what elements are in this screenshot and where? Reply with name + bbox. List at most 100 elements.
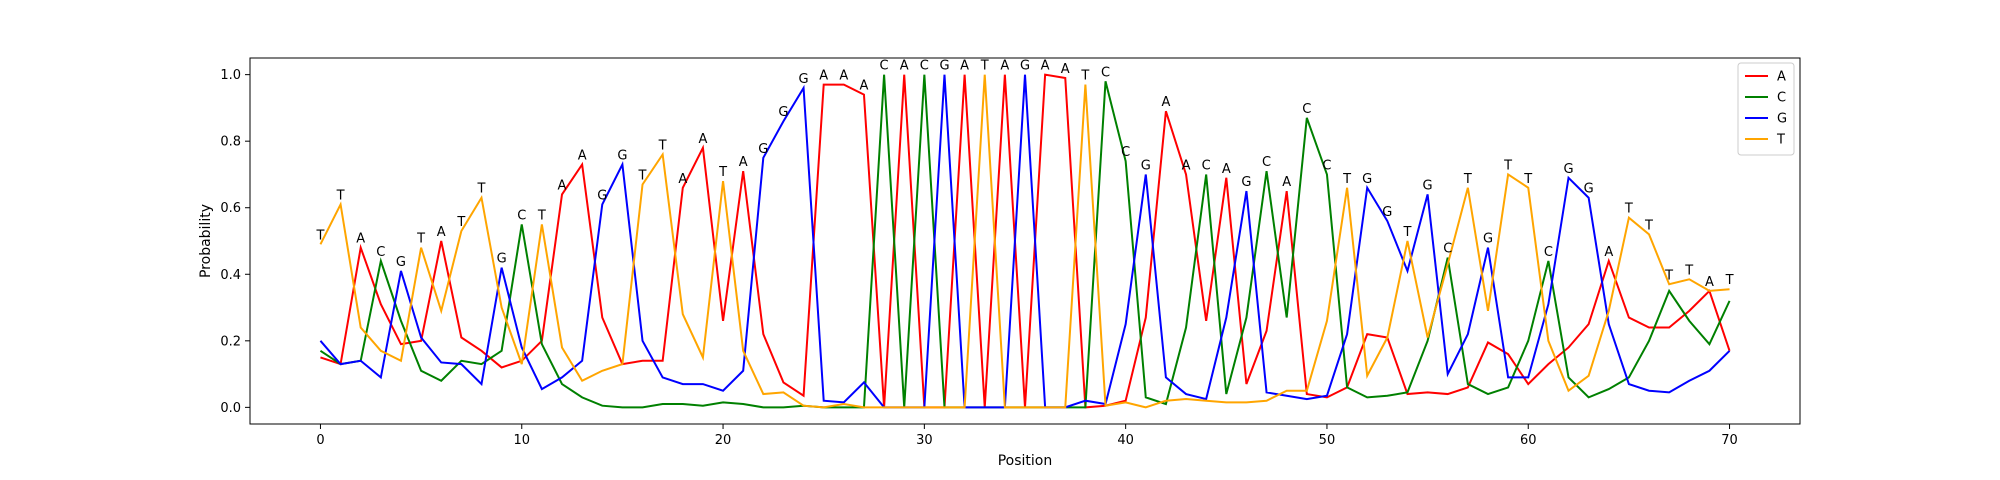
- base-label: A: [698, 132, 707, 147]
- base-label: A: [1705, 275, 1714, 290]
- legend-label-a: A: [1777, 70, 1786, 85]
- base-label: G: [396, 255, 406, 270]
- base-label: C: [376, 245, 385, 260]
- plot-area: [250, 58, 1800, 424]
- y-tick-label: 0.0: [220, 401, 241, 416]
- base-label: T: [315, 228, 324, 243]
- base-label: T: [980, 59, 989, 74]
- base-label: A: [819, 69, 828, 84]
- x-tick-label: 30: [916, 433, 933, 448]
- legend-label-c: C: [1777, 91, 1786, 106]
- base-label: G: [758, 142, 768, 157]
- y-tick-label: 0.2: [220, 334, 241, 349]
- base-label: A: [1604, 245, 1613, 260]
- base-label: G: [1241, 175, 1251, 190]
- base-label: T: [638, 168, 647, 183]
- base-label: A: [739, 155, 748, 170]
- base-label: T: [1523, 172, 1532, 187]
- series-layer: [319, 73, 1731, 409]
- base-label: T: [1503, 158, 1512, 173]
- base-label: T: [1463, 172, 1472, 187]
- y-tick-label: 1.0: [220, 68, 241, 83]
- base-label: A: [960, 59, 969, 74]
- base-label: A: [1061, 62, 1070, 77]
- base-label: C: [1121, 145, 1130, 160]
- y-axis: 0.0 0.2 0.4 0.6 0.8 1.0: [220, 68, 250, 416]
- base-label: T: [658, 138, 667, 153]
- legend-box: [1737, 62, 1795, 156]
- base-label: A: [1222, 162, 1231, 177]
- base-label: G: [939, 59, 949, 74]
- base-label: T: [456, 215, 465, 230]
- y-tick-label: 0.4: [220, 268, 241, 283]
- base-label: T: [1644, 218, 1653, 233]
- x-axis: 0 10 20 30 40 50 60 70: [316, 424, 1738, 448]
- base-label: G: [497, 252, 507, 267]
- base-label: A: [356, 232, 365, 247]
- base-label: G: [1483, 232, 1493, 247]
- series-line-t: [319, 74, 1730, 409]
- x-tick-label: 50: [1319, 433, 1336, 448]
- base-label: G: [1141, 158, 1151, 173]
- x-tick-label: 60: [1520, 433, 1537, 448]
- base-label: G: [1423, 178, 1433, 193]
- y-tick-label: 0.6: [220, 201, 241, 216]
- base-label: A: [1000, 59, 1009, 74]
- base-label: T: [1725, 273, 1734, 288]
- base-label: C: [1262, 155, 1271, 170]
- base-label: T: [336, 188, 345, 203]
- base-label: C: [880, 59, 889, 74]
- base-label: A: [437, 225, 446, 240]
- base-label: A: [1282, 175, 1291, 190]
- base-label: G: [1020, 59, 1030, 74]
- series-line-g: [319, 74, 1731, 409]
- base-label: A: [900, 59, 909, 74]
- legend-label-g: G: [1777, 112, 1787, 127]
- x-tick-label: 10: [513, 433, 530, 448]
- x-tick-label: 20: [715, 433, 732, 448]
- base-label: G: [799, 72, 809, 87]
- x-tick-label: 70: [1721, 433, 1738, 448]
- base-label: A: [558, 178, 567, 193]
- base-label: A: [1041, 59, 1050, 74]
- base-label: A: [678, 172, 687, 187]
- base-label: A: [860, 79, 869, 94]
- y-axis-title: Probability: [198, 204, 214, 278]
- x-axis-title: Position: [998, 453, 1053, 469]
- base-label: T: [537, 208, 546, 223]
- base-label: G: [778, 105, 788, 120]
- base-label: G: [597, 188, 607, 203]
- base-label: C: [1202, 158, 1211, 173]
- base-label: T: [1664, 268, 1673, 283]
- base-label: T: [477, 182, 486, 197]
- legend-label-t: T: [1776, 133, 1785, 148]
- base-label: A: [1161, 95, 1170, 110]
- base-label: G: [1382, 205, 1392, 220]
- plot-frame: [249, 57, 1801, 425]
- base-label: C: [1302, 102, 1311, 117]
- base-label: T: [1402, 225, 1411, 240]
- x-tick-label: 0: [316, 433, 324, 448]
- x-tick-label: 40: [1117, 433, 1134, 448]
- base-label: C: [920, 59, 929, 74]
- base-label: T: [1684, 263, 1693, 278]
- base-label: C: [1443, 242, 1452, 257]
- base-label: C: [1322, 158, 1331, 173]
- base-label: A: [1182, 158, 1191, 173]
- base-label: G: [1563, 162, 1573, 177]
- base-label: G: [1362, 172, 1372, 187]
- base-label: C: [1544, 245, 1553, 260]
- base-label: T: [718, 165, 727, 180]
- base-label: A: [578, 148, 587, 163]
- base-label: G: [617, 148, 627, 163]
- base-label: T: [1080, 69, 1089, 84]
- base-label: T: [1342, 172, 1351, 187]
- y-tick-label: 0.8: [220, 135, 241, 150]
- base-label: T: [1624, 202, 1633, 217]
- base-label: T: [416, 232, 425, 247]
- base-label: C: [1101, 65, 1110, 80]
- base-label: C: [517, 208, 526, 223]
